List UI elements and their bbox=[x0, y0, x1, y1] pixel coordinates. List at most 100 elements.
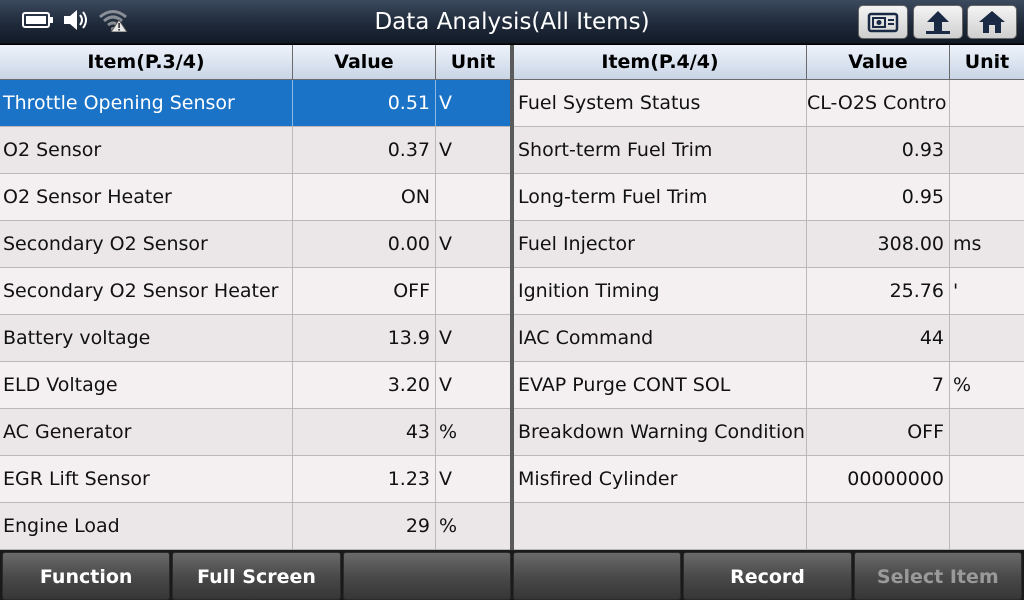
table-row[interactable]: Secondary O2 Sensor 0.00 V bbox=[0, 221, 510, 268]
select-item-button[interactable]: Select Item bbox=[853, 552, 1022, 600]
item-name: IAC Command bbox=[514, 315, 807, 361]
record-button[interactable]: Record bbox=[683, 552, 852, 600]
item-unit: V bbox=[439, 233, 452, 255]
item-unit: % bbox=[439, 421, 458, 443]
item-value: 0.95 bbox=[807, 174, 950, 220]
table-row[interactable]: Ignition Timing 25.76 ' bbox=[514, 268, 1024, 315]
item-name: Misfired Cylinder bbox=[514, 456, 807, 502]
item-unit: V bbox=[436, 80, 510, 126]
table-row[interactable]: Short-term Fuel Trim 0.93 bbox=[514, 127, 1024, 174]
item-value: 25.76 bbox=[807, 268, 950, 314]
item-unit bbox=[950, 456, 1024, 502]
column-header-unit: Unit bbox=[450, 51, 496, 73]
item-name: Engine Load bbox=[0, 503, 293, 549]
item-value: 00000000 bbox=[807, 456, 950, 502]
item-value: 0.93 bbox=[807, 127, 950, 173]
table-row[interactable]: IAC Command 44 bbox=[514, 315, 1024, 362]
item-name: Secondary O2 Sensor bbox=[0, 221, 293, 267]
item-unit bbox=[950, 174, 1024, 220]
table-row[interactable]: O2 Sensor 0.37 V bbox=[0, 127, 510, 174]
table-row[interactable] bbox=[514, 503, 1024, 550]
column-header-unit: Unit bbox=[964, 51, 1010, 73]
empty-button-3[interactable] bbox=[342, 552, 511, 600]
table-row[interactable]: Throttle Opening Sensor 0.51 V bbox=[0, 80, 510, 127]
item-name: Secondary O2 Sensor Heater bbox=[0, 268, 293, 314]
home-icon bbox=[978, 9, 1006, 35]
item-value: 0.37 bbox=[293, 127, 436, 173]
title-bar: Data Analysis(All Items) bbox=[0, 0, 1024, 44]
back-icon bbox=[924, 9, 952, 35]
table-row[interactable]: Battery voltage 13.9 V bbox=[0, 315, 510, 362]
snapshot-icon bbox=[867, 11, 899, 33]
item-unit: V bbox=[439, 139, 452, 161]
item-value: 1.23 bbox=[293, 456, 436, 502]
column-header-item: Item(P.4/4) bbox=[514, 45, 807, 80]
item-value: 0.00 bbox=[293, 221, 436, 267]
item-value bbox=[807, 503, 950, 549]
item-unit bbox=[950, 503, 1024, 549]
item-name: Battery voltage bbox=[0, 315, 293, 361]
home-button[interactable] bbox=[967, 5, 1017, 39]
item-name: ELD Voltage bbox=[0, 362, 293, 408]
battery-icon bbox=[22, 11, 54, 33]
item-unit: V bbox=[439, 327, 452, 349]
item-value: CL-O2S Contro bbox=[807, 80, 950, 126]
item-name: Throttle Opening Sensor bbox=[0, 80, 293, 126]
table-row[interactable]: Long-term Fuel Trim 0.95 bbox=[514, 174, 1024, 221]
item-name: EVAP Purge CONT SOL bbox=[514, 362, 807, 408]
item-name: Breakdown Warning Condition bbox=[514, 409, 807, 455]
table-header: Item(P.3/4) Value Unit bbox=[0, 45, 510, 80]
table-row[interactable]: Fuel Injector 308.00 ms bbox=[514, 221, 1024, 268]
empty-button-4[interactable] bbox=[512, 552, 682, 600]
item-value: 43 bbox=[293, 409, 436, 455]
full-screen-button[interactable]: Full Screen bbox=[172, 552, 341, 600]
column-header-item: Item(P.3/4) bbox=[0, 45, 293, 80]
right-data-table: Item(P.4/4) Value Unit Fuel System Statu… bbox=[514, 45, 1024, 550]
item-unit: ' bbox=[953, 280, 959, 302]
item-unit: V bbox=[439, 468, 452, 490]
table-row[interactable]: Secondary O2 Sensor Heater OFF bbox=[0, 268, 510, 315]
item-name: AC Generator bbox=[0, 409, 293, 455]
item-name: Fuel Injector bbox=[514, 221, 807, 267]
item-unit bbox=[436, 268, 510, 314]
column-header-value: Value bbox=[807, 45, 950, 80]
item-value: ON bbox=[293, 174, 436, 220]
item-name: Long-term Fuel Trim bbox=[514, 174, 807, 220]
item-unit bbox=[950, 409, 1024, 455]
table-row[interactable]: Engine Load 29 % bbox=[0, 503, 510, 550]
item-name: Fuel System Status bbox=[514, 80, 807, 126]
item-value: 29 bbox=[293, 503, 436, 549]
bottom-toolbar: Function Full Screen Record Select Item bbox=[0, 550, 1024, 600]
function-button[interactable]: Function bbox=[2, 552, 171, 600]
table-row[interactable]: Fuel System Status CL-O2S Contro bbox=[514, 80, 1024, 127]
table-row[interactable]: ELD Voltage 3.20 V bbox=[0, 362, 510, 409]
table-row[interactable]: Breakdown Warning Condition OFF bbox=[514, 409, 1024, 456]
item-unit: % bbox=[953, 374, 972, 396]
item-name: EGR Lift Sensor bbox=[0, 456, 293, 502]
table-row[interactable]: EGR Lift Sensor 1.23 V bbox=[0, 456, 510, 503]
table-row[interactable]: AC Generator 43 % bbox=[0, 409, 510, 456]
left-data-table: Item(P.3/4) Value Unit Throttle Opening … bbox=[0, 45, 510, 550]
item-value: 44 bbox=[807, 315, 950, 361]
item-unit: % bbox=[439, 515, 458, 537]
item-value: 308.00 bbox=[807, 221, 950, 267]
table-row[interactable]: EVAP Purge CONT SOL 7 % bbox=[514, 362, 1024, 409]
item-name: Short-term Fuel Trim bbox=[514, 127, 807, 173]
window-title: Data Analysis(All Items) bbox=[374, 9, 650, 35]
item-value: OFF bbox=[293, 268, 436, 314]
item-unit bbox=[950, 127, 1024, 173]
item-name bbox=[514, 503, 807, 549]
snapshot-button[interactable] bbox=[858, 5, 908, 39]
item-name: O2 Sensor bbox=[0, 127, 293, 173]
item-unit: V bbox=[439, 374, 452, 396]
item-value: OFF bbox=[807, 409, 950, 455]
back-button[interactable] bbox=[913, 5, 963, 39]
table-row[interactable]: O2 Sensor Heater ON bbox=[0, 174, 510, 221]
item-value: 3.20 bbox=[293, 362, 436, 408]
speaker-icon bbox=[62, 9, 90, 35]
panel-divider bbox=[510, 45, 514, 550]
item-value: 13.9 bbox=[293, 315, 436, 361]
status-icons bbox=[22, 8, 128, 36]
item-unit: ms bbox=[953, 233, 982, 255]
table-row[interactable]: Misfired Cylinder 00000000 bbox=[514, 456, 1024, 503]
